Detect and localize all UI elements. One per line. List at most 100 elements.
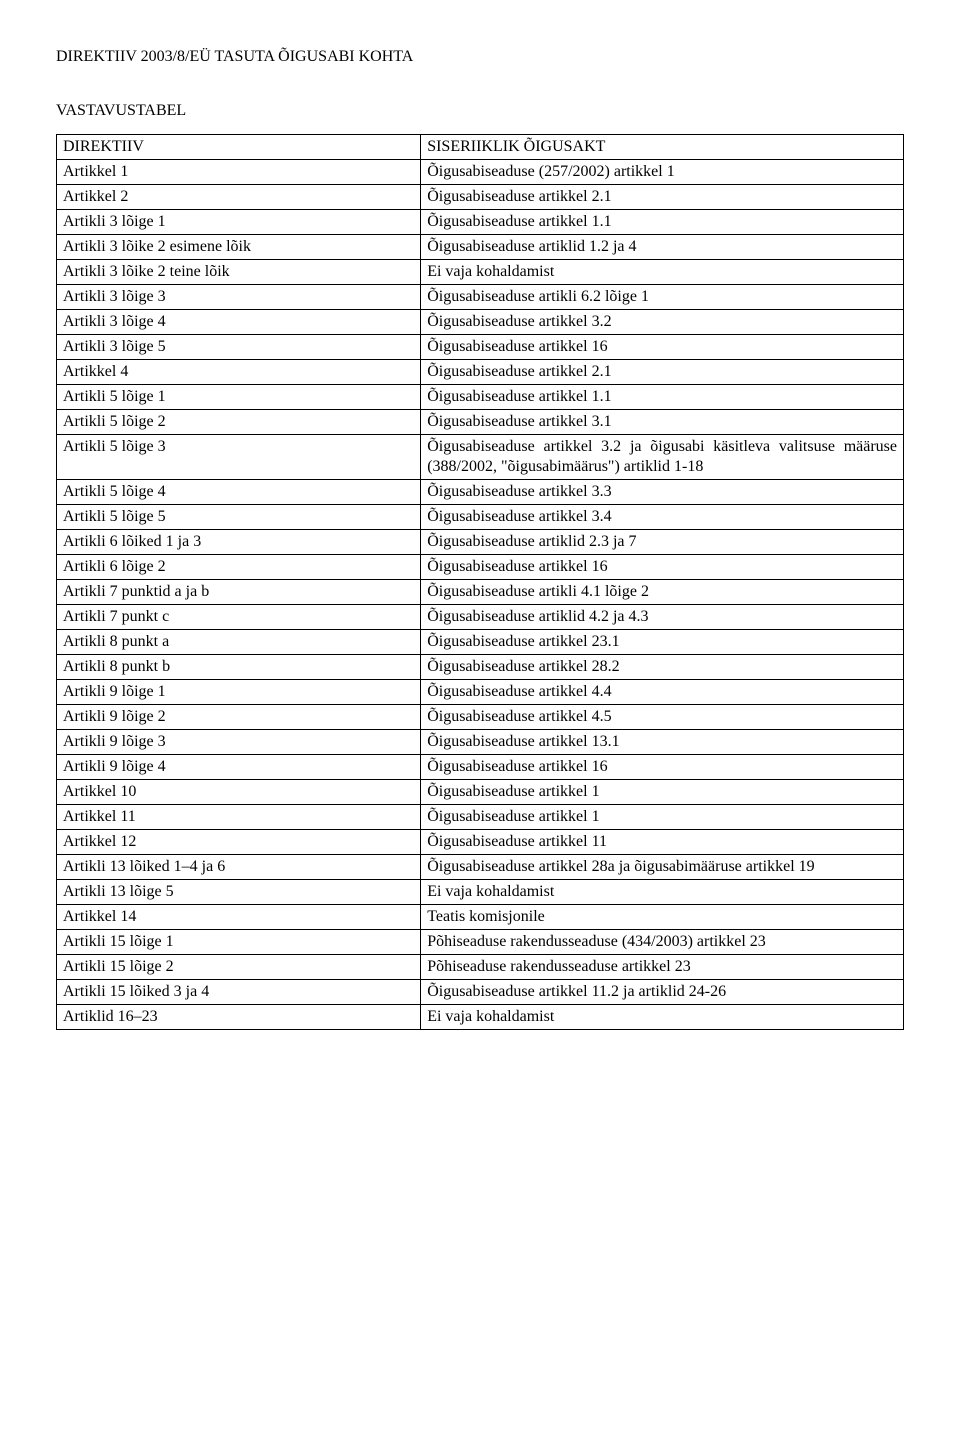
table-row: Artikli 5 lõige 5Õigusabiseaduse artikke… (57, 505, 904, 530)
table-body: DIREKTIIVSISERIIKLIK ÕIGUSAKTArtikkel 1Õ… (57, 135, 904, 1030)
directive-cell: Artikli 15 lõige 2 (57, 955, 421, 980)
table-row: Artikkel 1Õigusabiseaduse (257/2002) art… (57, 160, 904, 185)
national-cell: Õigusabiseaduse artikkel 16 (421, 335, 904, 360)
national-cell: Õigusabiseaduse artikli 6.2 lõige 1 (421, 285, 904, 310)
directive-cell: Artikkel 11 (57, 805, 421, 830)
national-cell: Õigusabiseaduse artikkel 11.2 ja artikli… (421, 980, 904, 1005)
table-row: Artikli 13 lõige 5Ei vaja kohaldamist (57, 880, 904, 905)
directive-cell: Artikli 3 lõige 1 (57, 210, 421, 235)
directive-cell: Artikkel 1 (57, 160, 421, 185)
national-cell: Õigusabiseaduse artikkel 4.5 (421, 705, 904, 730)
table-row: Artikkel 11Õigusabiseaduse artikkel 1 (57, 805, 904, 830)
national-cell: Ei vaja kohaldamist (421, 880, 904, 905)
table-row: Artikli 3 lõige 3Õigusabiseaduse artikli… (57, 285, 904, 310)
national-cell: Õigusabiseaduse artikli 4.1 lõige 2 (421, 580, 904, 605)
national-cell: Õigusabiseaduse artikkel 28a ja õigusabi… (421, 855, 904, 880)
table-row: Artikli 5 lõige 3Õigusabiseaduse artikke… (57, 435, 904, 480)
directive-cell: Artikli 9 lõige 3 (57, 730, 421, 755)
directive-cell: Artikli 9 lõige 2 (57, 705, 421, 730)
table-header-row: DIREKTIIVSISERIIKLIK ÕIGUSAKT (57, 135, 904, 160)
directive-cell: Artikli 15 lõige 1 (57, 930, 421, 955)
directive-cell: Artikli 13 lõiked 1–4 ja 6 (57, 855, 421, 880)
national-cell: Õigusabiseaduse artikkel 3.2 (421, 310, 904, 335)
table-row: Artikkel 4Õigusabiseaduse artikkel 2.1 (57, 360, 904, 385)
directive-cell: Artikkel 10 (57, 780, 421, 805)
national-cell: Õigusabiseaduse artikkel 13.1 (421, 730, 904, 755)
national-cell: Põhiseaduse rakendusseaduse (434/2003) a… (421, 930, 904, 955)
table-row: Artikli 7 punktid a ja bÕigusabiseaduse … (57, 580, 904, 605)
table-row: Artikli 9 lõige 1Õigusabiseaduse artikke… (57, 680, 904, 705)
directive-cell: Artikli 6 lõiked 1 ja 3 (57, 530, 421, 555)
directive-cell: Artikli 3 lõige 5 (57, 335, 421, 360)
directive-cell: Artikli 15 lõiked 3 ja 4 (57, 980, 421, 1005)
directive-cell: Artikli 8 punkt b (57, 655, 421, 680)
table-row: Artikli 5 lõige 1Õigusabiseaduse artikke… (57, 385, 904, 410)
national-cell: Õigusabiseaduse artikkel 4.4 (421, 680, 904, 705)
directive-cell: Artikli 5 lõige 4 (57, 480, 421, 505)
table-row: Artikli 15 lõiked 3 ja 4Õigusabiseaduse … (57, 980, 904, 1005)
directive-cell: Artikli 5 lõige 2 (57, 410, 421, 435)
directive-cell: Artikli 7 punkt c (57, 605, 421, 630)
directive-cell: Artikli 5 lõige 5 (57, 505, 421, 530)
table-row: Artikli 15 lõige 1Põhiseaduse rakendusse… (57, 930, 904, 955)
table-row: Artikli 3 lõige 5Õigusabiseaduse artikke… (57, 335, 904, 360)
national-cell: Õigusabiseaduse artiklid 2.3 ja 7 (421, 530, 904, 555)
directive-cell: Artikli 9 lõige 4 (57, 755, 421, 780)
directive-cell: Artikkel 12 (57, 830, 421, 855)
national-cell: Õigusabiseaduse artikkel 1 (421, 780, 904, 805)
directive-cell: Artikli 5 lõige 3 (57, 435, 421, 480)
table-row: Artikli 3 lõike 2 esimene lõikÕigusabise… (57, 235, 904, 260)
document-title: DIREKTIIV 2003/8/EÜ TASUTA ÕIGUSABI KOHT… (56, 48, 904, 66)
directive-cell: Artikli 7 punktid a ja b (57, 580, 421, 605)
national-cell: Õigusabiseaduse artikkel 16 (421, 755, 904, 780)
national-cell: Õigusabiseaduse artikkel 3.1 (421, 410, 904, 435)
national-cell: Õigusabiseaduse artikkel 1.1 (421, 210, 904, 235)
national-cell: Õigusabiseaduse artikkel 2.1 (421, 185, 904, 210)
national-cell: Õigusabiseaduse artikkel 3.4 (421, 505, 904, 530)
table-row: Artikli 6 lõiked 1 ja 3Õigusabiseaduse a… (57, 530, 904, 555)
table-row: Artikli 8 punkt bÕigusabiseaduse artikke… (57, 655, 904, 680)
table-row: Artikli 15 lõige 2Põhiseaduse rakendusse… (57, 955, 904, 980)
correlation-table: DIREKTIIVSISERIIKLIK ÕIGUSAKTArtikkel 1Õ… (56, 134, 904, 1030)
directive-cell: Artikli 6 lõige 2 (57, 555, 421, 580)
national-cell: Õigusabiseaduse artiklid 4.2 ja 4.3 (421, 605, 904, 630)
table-row: Artikli 5 lõige 4Õigusabiseaduse artikke… (57, 480, 904, 505)
directive-cell: Artikli 9 lõige 1 (57, 680, 421, 705)
directive-cell: Artikli 3 lõike 2 esimene lõik (57, 235, 421, 260)
directive-cell: Artikli 5 lõige 1 (57, 385, 421, 410)
section-subtitle: VASTAVUSTABEL (56, 102, 904, 120)
table-row: Artikkel 14Teatis komisjonile (57, 905, 904, 930)
table-row: Artikli 9 lõige 2Õigusabiseaduse artikke… (57, 705, 904, 730)
national-cell: Õigusabiseaduse artikkel 28.2 (421, 655, 904, 680)
national-cell: Õigusabiseaduse artikkel 16 (421, 555, 904, 580)
national-cell: Õigusabiseaduse artiklid 1.2 ja 4 (421, 235, 904, 260)
table-row: Artikli 3 lõige 1Õigusabiseaduse artikke… (57, 210, 904, 235)
national-cell: Teatis komisjonile (421, 905, 904, 930)
national-cell: Õigusabiseaduse artikkel 1.1 (421, 385, 904, 410)
table-row: Artiklid 16–23Ei vaja kohaldamist (57, 1005, 904, 1030)
table-row: Artikli 9 lõige 3Õigusabiseaduse artikke… (57, 730, 904, 755)
header-directive: DIREKTIIV (57, 135, 421, 160)
table-row: Artikkel 12Õigusabiseaduse artikkel 11 (57, 830, 904, 855)
directive-cell: Artikkel 4 (57, 360, 421, 385)
national-cell: Õigusabiseaduse artikkel 3.2 ja õigusabi… (421, 435, 904, 480)
national-cell: Põhiseaduse rakendusseaduse artikkel 23 (421, 955, 904, 980)
table-row: Artikli 8 punkt aÕigusabiseaduse artikke… (57, 630, 904, 655)
directive-cell: Artikli 3 lõike 2 teine lõik (57, 260, 421, 285)
table-row: Artikkel 2Õigusabiseaduse artikkel 2.1 (57, 185, 904, 210)
directive-cell: Artikkel 14 (57, 905, 421, 930)
table-row: Artikli 9 lõige 4Õigusabiseaduse artikke… (57, 755, 904, 780)
national-cell: Õigusabiseaduse artikkel 11 (421, 830, 904, 855)
header-national: SISERIIKLIK ÕIGUSAKT (421, 135, 904, 160)
table-row: Artikli 3 lõige 4Õigusabiseaduse artikke… (57, 310, 904, 335)
directive-cell: Artikli 3 lõige 4 (57, 310, 421, 335)
directive-cell: Artikli 8 punkt a (57, 630, 421, 655)
national-cell: Õigusabiseaduse (257/2002) artikkel 1 (421, 160, 904, 185)
table-row: Artikli 6 lõige 2Õigusabiseaduse artikke… (57, 555, 904, 580)
national-cell: Ei vaja kohaldamist (421, 1005, 904, 1030)
table-row: Artikkel 10Õigusabiseaduse artikkel 1 (57, 780, 904, 805)
directive-cell: Artiklid 16–23 (57, 1005, 421, 1030)
national-cell: Õigusabiseaduse artikkel 1 (421, 805, 904, 830)
national-cell: Õigusabiseaduse artikkel 23.1 (421, 630, 904, 655)
national-cell: Õigusabiseaduse artikkel 2.1 (421, 360, 904, 385)
